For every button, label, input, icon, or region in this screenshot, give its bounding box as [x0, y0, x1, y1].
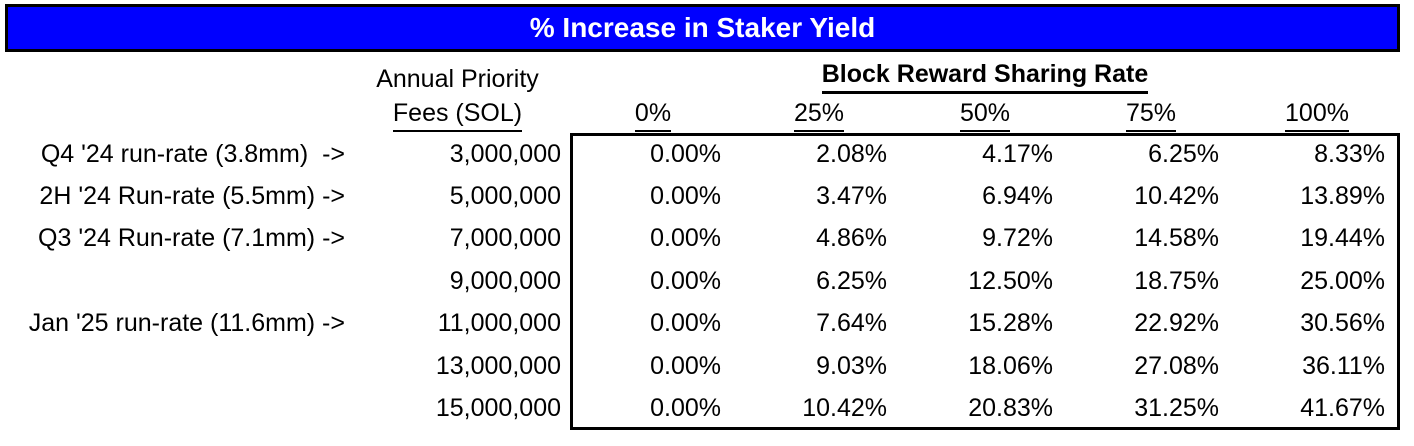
value-cell: 0.00% — [650, 351, 721, 380]
value-cell: 0.00% — [650, 394, 721, 423]
value-cell: 0.00% — [650, 224, 721, 253]
value-cell: 30.56% — [1300, 309, 1385, 338]
fees-cell: 3,000,000 — [449, 139, 561, 168]
value-cell: 6.25% — [1148, 139, 1219, 168]
value-cell: 27.08% — [1134, 351, 1219, 380]
title-bar: % Increase in Staker Yield — [5, 4, 1400, 52]
value-cell: 9.72% — [982, 224, 1053, 253]
table-body: Q4 '24 run-rate (3.8mm) -> 3,000,000 0.0… — [0, 133, 1400, 430]
fees-cell: 9,000,000 — [449, 266, 561, 295]
rate-header-75: 75% — [1068, 99, 1234, 132]
value-cell: 18.75% — [1134, 266, 1219, 295]
table-row: 9,000,000 0.00% 6.25% 12.50% 18.75% 25.0… — [0, 260, 1400, 302]
rate-header-75-label: 75% — [1125, 99, 1177, 132]
rate-header-0: 0% — [570, 99, 736, 132]
value-cell: 14.58% — [1134, 224, 1219, 253]
value-cell: 2.08% — [816, 139, 887, 168]
fees-cell: 13,000,000 — [435, 351, 561, 380]
value-cell: 0.00% — [650, 139, 721, 168]
value-cell: 0.00% — [650, 182, 721, 211]
group-header: Block Reward Sharing Rate — [570, 60, 1400, 94]
rate-header-0-label: 0% — [634, 99, 672, 132]
fees-cell: 15,000,000 — [435, 394, 561, 423]
value-cell: 6.94% — [982, 182, 1053, 211]
value-cell: 13.89% — [1300, 182, 1385, 211]
value-cell: 19.44% — [1300, 224, 1385, 253]
row-label: 2H '24 Run-rate (5.5mm) -> — [39, 182, 345, 211]
page-title: % Increase in Staker Yield — [529, 12, 876, 43]
row-label: Q3 '24 Run-rate (7.1mm) -> — [38, 224, 345, 253]
rate-header-25: 25% — [736, 99, 902, 132]
value-cell: 3.47% — [816, 182, 887, 211]
group-header-label: Block Reward Sharing Rate — [821, 60, 1149, 94]
table-row: Q3 '24 Run-rate (7.1mm) -> 7,000,000 0.0… — [0, 218, 1400, 260]
fees-cell: 7,000,000 — [449, 224, 561, 253]
table-row: 15,000,000 0.00% 10.42% 20.83% 31.25% 41… — [0, 387, 1400, 429]
value-cell: 4.86% — [816, 224, 887, 253]
value-cell: 31.25% — [1134, 394, 1219, 423]
value-cell: 36.11% — [1302, 351, 1385, 380]
header-row-1: Annual Priority Block Reward Sharing Rat… — [0, 58, 1400, 94]
value-cell: 10.42% — [1134, 182, 1219, 211]
value-cell: 18.06% — [968, 351, 1053, 380]
fees-header-line2: Fees (SOL) — [345, 99, 570, 132]
rate-header-50: 50% — [902, 99, 1068, 132]
value-cell: 0.00% — [650, 309, 721, 338]
row-label: Jan '25 run-rate (11.6mm) -> — [28, 309, 345, 338]
value-cell: 25.00% — [1300, 266, 1385, 295]
fees-cell: 11,000,000 — [437, 309, 561, 338]
value-cell: 22.92% — [1134, 309, 1219, 338]
value-cell: 12.50% — [968, 266, 1053, 295]
value-cell: 7.64% — [816, 309, 887, 338]
value-cell: 6.25% — [816, 266, 887, 295]
value-cell: 41.67% — [1300, 394, 1385, 423]
value-cell: 15.28% — [968, 309, 1053, 338]
table-row: 13,000,000 0.00% 9.03% 18.06% 27.08% 36.… — [0, 345, 1400, 387]
value-cell: 8.33% — [1314, 139, 1385, 168]
fees-cell: 5,000,000 — [449, 182, 561, 211]
value-cell: 0.00% — [650, 266, 721, 295]
rate-header-100: 100% — [1234, 99, 1400, 132]
header-row-2: Fees (SOL) 0% 25% 50% 75% 100% — [0, 98, 1400, 132]
table-row: Q4 '24 run-rate (3.8mm) -> 3,000,000 0.0… — [0, 133, 1400, 175]
value-cell: 20.83% — [968, 394, 1053, 423]
rate-header-25-label: 25% — [793, 99, 845, 132]
rate-header-50-label: 50% — [959, 99, 1011, 132]
value-cell: 9.03% — [816, 351, 887, 380]
row-label: Q4 '24 run-rate (3.8mm) -> — [40, 139, 345, 168]
value-cell: 10.42% — [802, 394, 887, 423]
fees-header-label: Fees (SOL) — [392, 99, 523, 132]
table-row: 2H '24 Run-rate (5.5mm) -> 5,000,000 0.0… — [0, 175, 1400, 217]
table-row: Jan '25 run-rate (11.6mm) -> 11,000,000 … — [0, 303, 1400, 345]
value-cell: 4.17% — [982, 139, 1053, 168]
fees-header-line1: Annual Priority — [376, 65, 539, 93]
rate-header-100-label: 100% — [1285, 99, 1349, 132]
